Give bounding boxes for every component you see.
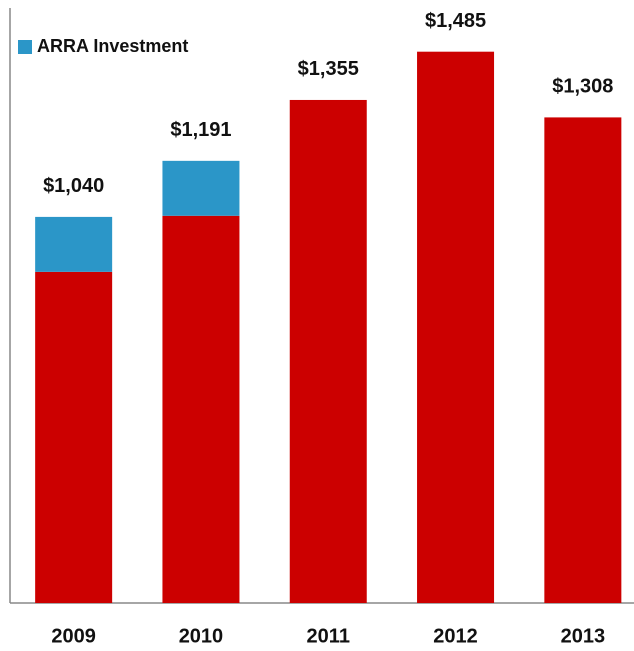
bar-segment (289, 99, 367, 604)
bar-segment (544, 117, 622, 603)
total-label: $1,485 (425, 10, 486, 32)
bar-segment (162, 160, 240, 216)
x-tick-label: 2012 (433, 625, 478, 647)
total-label: $1,355 (298, 58, 359, 80)
total-label: $1,308 (552, 76, 613, 98)
bar-segment (35, 216, 113, 272)
legend-label: ARRA Investment (37, 36, 188, 56)
bar-segment (35, 271, 113, 603)
legend-swatch (18, 40, 32, 54)
x-tick-label: 2009 (51, 625, 96, 647)
bar-segment (162, 215, 240, 603)
x-tick-label: 2010 (179, 625, 224, 647)
total-label: $1,191 (170, 119, 231, 141)
bar-segment (417, 51, 495, 604)
x-tick-label: 2011 (307, 625, 350, 647)
x-tick-label: 2013 (561, 625, 606, 647)
total-label: $1,040 (43, 175, 104, 197)
